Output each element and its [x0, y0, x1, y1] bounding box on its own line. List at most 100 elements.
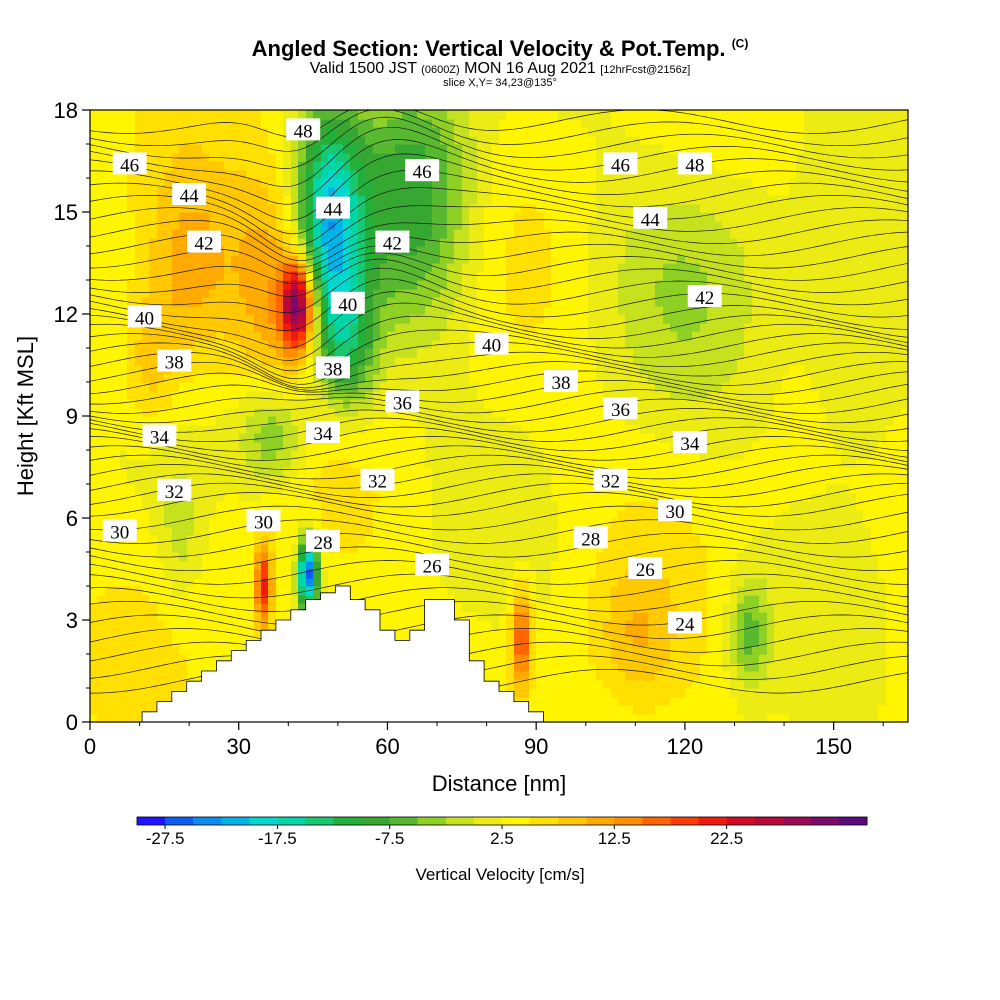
- velocity-cell: [328, 501, 336, 511]
- velocity-cell: [261, 246, 269, 256]
- velocity-cell: [514, 110, 522, 120]
- velocity-cell: [566, 246, 574, 256]
- velocity-cell: [120, 297, 128, 307]
- velocity-cell: [187, 144, 195, 154]
- velocity-cell: [224, 136, 232, 145]
- velocity-cell: [454, 425, 463, 434]
- velocity-cell: [291, 297, 299, 307]
- velocity-cell: [573, 603, 582, 613]
- velocity-cell: [492, 561, 500, 570]
- velocity-cell: [157, 297, 165, 307]
- velocity-cell: [566, 306, 574, 315]
- velocity-cell: [135, 204, 143, 213]
- velocity-cell: [454, 535, 463, 545]
- velocity-cell: [492, 586, 500, 596]
- velocity-cell: [588, 170, 597, 179]
- velocity-cell: [447, 544, 455, 553]
- velocity-cell: [216, 365, 225, 375]
- velocity-cell: [298, 586, 307, 596]
- velocity-cell: [492, 476, 500, 485]
- velocity-cell: [90, 204, 98, 213]
- velocity-cell: [417, 229, 426, 239]
- velocity-cell: [462, 212, 470, 222]
- velocity-cell: [179, 238, 188, 247]
- velocity-cell: [187, 136, 195, 145]
- velocity-cell: [402, 595, 411, 604]
- velocity-cell: [306, 110, 314, 120]
- velocity-cell: [410, 484, 418, 494]
- velocity-cell: [440, 255, 448, 264]
- velocity-cell: [90, 263, 98, 272]
- velocity-cell: [596, 646, 604, 655]
- velocity-cell: [209, 331, 217, 341]
- velocity-cell: [254, 399, 262, 409]
- velocity-cell: [298, 425, 307, 434]
- velocity-cell: [558, 357, 567, 366]
- velocity-cell: [187, 271, 195, 281]
- velocity-cell: [261, 586, 269, 596]
- velocity-cell: [566, 178, 574, 188]
- velocity-cell: [261, 280, 269, 290]
- velocity-cell: [521, 654, 530, 664]
- velocity-cell: [506, 535, 515, 545]
- velocity-cell: [254, 552, 262, 562]
- velocity-cell: [358, 229, 366, 239]
- velocity-cell: [529, 561, 537, 570]
- velocity-cell: [164, 544, 173, 553]
- velocity-cell: [544, 212, 552, 222]
- velocity-cell: [499, 578, 507, 587]
- velocity-cell: [358, 408, 366, 417]
- velocity-cell: [187, 629, 195, 638]
- velocity-cell: [283, 569, 292, 579]
- velocity-cell: [202, 433, 210, 443]
- velocity-cell: [120, 603, 128, 613]
- velocity-cell: [187, 544, 195, 553]
- velocity-cell: [112, 212, 121, 222]
- velocity-cell: [157, 340, 165, 349]
- velocity-cell: [194, 178, 203, 188]
- velocity-cell: [283, 612, 292, 621]
- velocity-cell: [149, 569, 158, 579]
- velocity-cell: [97, 416, 106, 426]
- velocity-cell: [246, 544, 255, 553]
- velocity-cell: [231, 374, 240, 383]
- velocity-cell: [343, 119, 351, 128]
- velocity-cell: [462, 408, 470, 417]
- velocity-cell: [581, 433, 589, 443]
- velocity-cell: [484, 280, 493, 290]
- velocity-cell: [283, 357, 292, 366]
- velocity-cell: [298, 161, 307, 171]
- velocity-cell: [239, 271, 247, 281]
- velocity-cell: [544, 221, 552, 230]
- velocity-cell: [112, 280, 121, 290]
- velocity-cell: [506, 306, 515, 315]
- velocity-cell: [105, 620, 113, 630]
- velocity-cell: [112, 705, 121, 715]
- velocity-cell: [291, 153, 299, 162]
- velocity-cell: [380, 450, 388, 460]
- velocity-cell: [499, 238, 507, 247]
- velocity-cell: [558, 408, 567, 417]
- velocity-cell: [105, 459, 113, 468]
- velocity-cell: [268, 238, 277, 247]
- velocity-cell: [506, 221, 515, 230]
- velocity-cell: [313, 561, 322, 570]
- velocity-cell: [581, 603, 589, 613]
- velocity-cell: [462, 493, 470, 502]
- velocity-cell: [120, 306, 128, 315]
- velocity-cell: [268, 246, 277, 256]
- velocity-cell: [164, 221, 173, 230]
- velocity-cell: [350, 229, 359, 239]
- velocity-cell: [506, 612, 515, 621]
- velocity-cell: [484, 535, 493, 545]
- velocity-cell: [209, 518, 217, 528]
- velocity-cell: [410, 246, 418, 256]
- velocity-cell: [529, 229, 537, 239]
- velocity-cell: [291, 221, 299, 230]
- velocity-cell: [97, 374, 106, 383]
- velocity-cell: [90, 271, 98, 281]
- velocity-cell: [216, 110, 225, 120]
- velocity-cell: [127, 467, 136, 477]
- velocity-cell: [492, 289, 500, 298]
- velocity-cell: [321, 136, 329, 145]
